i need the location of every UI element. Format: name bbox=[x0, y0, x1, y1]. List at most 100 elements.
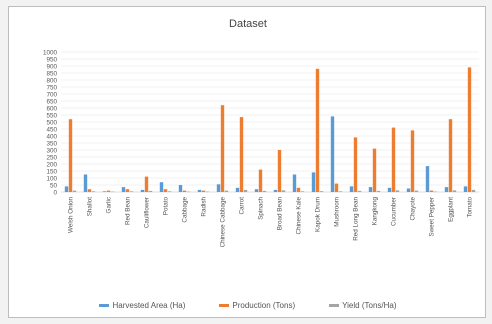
y-tick-label: 400 bbox=[46, 134, 57, 141]
y-axis-ticks: 0501001502002503003504004505005506006507… bbox=[43, 50, 58, 197]
x-tick-label: Cucumber bbox=[391, 197, 398, 226]
x-tick-label: Carrot bbox=[239, 197, 246, 215]
x-tick-label: Eggplant bbox=[448, 197, 455, 222]
bar-harvested-area bbox=[121, 187, 126, 192]
bar-yield bbox=[414, 190, 419, 192]
y-tick-label: 600 bbox=[46, 106, 57, 113]
bar-yield bbox=[357, 190, 362, 192]
bar-harvested-area bbox=[444, 187, 449, 192]
legend-swatch bbox=[219, 303, 230, 307]
legend-item: Harvested Area (Ha) bbox=[99, 298, 185, 312]
bar-production bbox=[239, 117, 244, 192]
legend: Harvested Area (Ha) Production (Tons) Yiel… bbox=[9, 298, 487, 312]
bar-production bbox=[315, 68, 320, 192]
bar-yield bbox=[471, 189, 476, 192]
bar-harvested-area bbox=[178, 185, 183, 192]
bar-harvested-area bbox=[216, 184, 221, 192]
bar-production bbox=[201, 190, 206, 192]
chart-frame: Dataset 0 50 100 150 200 250 300 350 400 450 500 55… bbox=[8, 6, 486, 318]
y-tick-label: 500 bbox=[46, 120, 57, 127]
x-tick-label: Tomato bbox=[467, 197, 474, 218]
bar-harvested-area bbox=[311, 172, 316, 192]
legend-label: Harvested Area (Ha) bbox=[112, 300, 186, 310]
bar-production bbox=[391, 127, 396, 192]
bar-yield bbox=[243, 189, 248, 192]
bar-yield bbox=[110, 191, 115, 193]
x-tick-label: Mushroom bbox=[334, 197, 341, 227]
x-tick-label: Chinese Cabbage bbox=[220, 197, 227, 248]
legend-swatch bbox=[99, 303, 110, 307]
y-tick-label: 750 bbox=[46, 85, 57, 92]
bar-yield bbox=[91, 191, 96, 192]
x-tick-label: Potato bbox=[163, 197, 170, 216]
bar-production bbox=[429, 190, 434, 192]
bar-production bbox=[372, 148, 377, 192]
x-tick-label: Kangkong bbox=[372, 197, 379, 226]
bar-harvested-area bbox=[159, 182, 164, 192]
bar-yield bbox=[148, 190, 153, 192]
bar-harvested-area bbox=[140, 189, 145, 192]
bar-harvested-area bbox=[349, 186, 354, 192]
y-tick-label: 100 bbox=[46, 176, 57, 183]
bar-yield bbox=[319, 191, 324, 192]
bar-production bbox=[220, 105, 225, 192]
bar-yield bbox=[338, 191, 343, 192]
bars bbox=[64, 67, 476, 193]
x-tick-label: Chayote bbox=[410, 197, 417, 221]
x-tick-label: Broad Bean bbox=[277, 197, 284, 231]
x-tick-label: Welsh Onion bbox=[68, 197, 75, 233]
bar-production bbox=[334, 183, 339, 192]
y-tick-label: 650 bbox=[46, 99, 57, 106]
bar-harvested-area bbox=[64, 186, 69, 192]
bar-production bbox=[106, 190, 111, 192]
y-tick-label: 150 bbox=[46, 169, 57, 176]
bar-yield bbox=[186, 191, 191, 193]
bar-yield bbox=[395, 190, 400, 192]
x-axis-ticks: Welsh Onion Shallot Garlic Red Bean Cauliflo… bbox=[68, 197, 474, 248]
bar-harvested-area bbox=[197, 189, 202, 192]
bar-production bbox=[68, 119, 73, 192]
bar-yield bbox=[433, 191, 438, 193]
bar-production bbox=[410, 130, 415, 192]
y-tick-label: 350 bbox=[46, 141, 57, 148]
bar-production bbox=[163, 189, 168, 192]
bar-harvested-area bbox=[330, 116, 335, 192]
bar-yield bbox=[72, 190, 77, 192]
bar-production bbox=[296, 187, 301, 192]
y-tick-label: 50 bbox=[50, 183, 58, 190]
bar-production bbox=[448, 119, 453, 192]
bar-yield bbox=[262, 190, 267, 192]
bar-yield bbox=[376, 190, 381, 192]
x-tick-label: Chinese Kale bbox=[296, 197, 303, 235]
bar-harvested-area bbox=[387, 187, 392, 192]
bar-yield bbox=[167, 191, 172, 192]
x-tick-label: Shallot bbox=[87, 197, 94, 217]
gridlines bbox=[61, 51, 479, 193]
bar-harvested-area bbox=[273, 189, 278, 192]
bar-chart: Dataset 05010015020025030035040045050055… bbox=[43, 18, 479, 248]
y-tick-label: 1000 bbox=[43, 50, 58, 57]
y-tick-label: 450 bbox=[46, 127, 57, 134]
bar-production bbox=[87, 189, 92, 192]
y-tick-label: 850 bbox=[46, 71, 57, 78]
x-tick-label: Sweet Pepper bbox=[429, 197, 436, 237]
chart-title: Dataset bbox=[229, 18, 267, 30]
x-tick-label: Red Long Bean bbox=[353, 197, 360, 241]
legend-item: Production (Tons) bbox=[219, 298, 295, 312]
bar-yield bbox=[281, 190, 286, 192]
legend-label: Yield (Tons/Ha) bbox=[342, 300, 397, 310]
bar-harvested-area bbox=[292, 174, 297, 192]
x-tick-label: Kapok Drum bbox=[315, 197, 322, 232]
bar-yield bbox=[300, 191, 305, 192]
bar-harvested-area bbox=[102, 191, 107, 192]
bar-yield bbox=[205, 191, 210, 193]
bar-yield bbox=[224, 190, 229, 192]
bar-harvested-area bbox=[254, 189, 259, 192]
x-tick-label: Cauliflower bbox=[144, 197, 151, 228]
y-tick-label: 0 bbox=[53, 190, 57, 197]
bar-harvested-area bbox=[235, 187, 240, 192]
legend-swatch bbox=[329, 303, 340, 307]
bar-harvested-area bbox=[368, 187, 373, 192]
y-tick-label: 900 bbox=[46, 64, 57, 71]
legend-label: Production (Tons) bbox=[232, 300, 296, 310]
